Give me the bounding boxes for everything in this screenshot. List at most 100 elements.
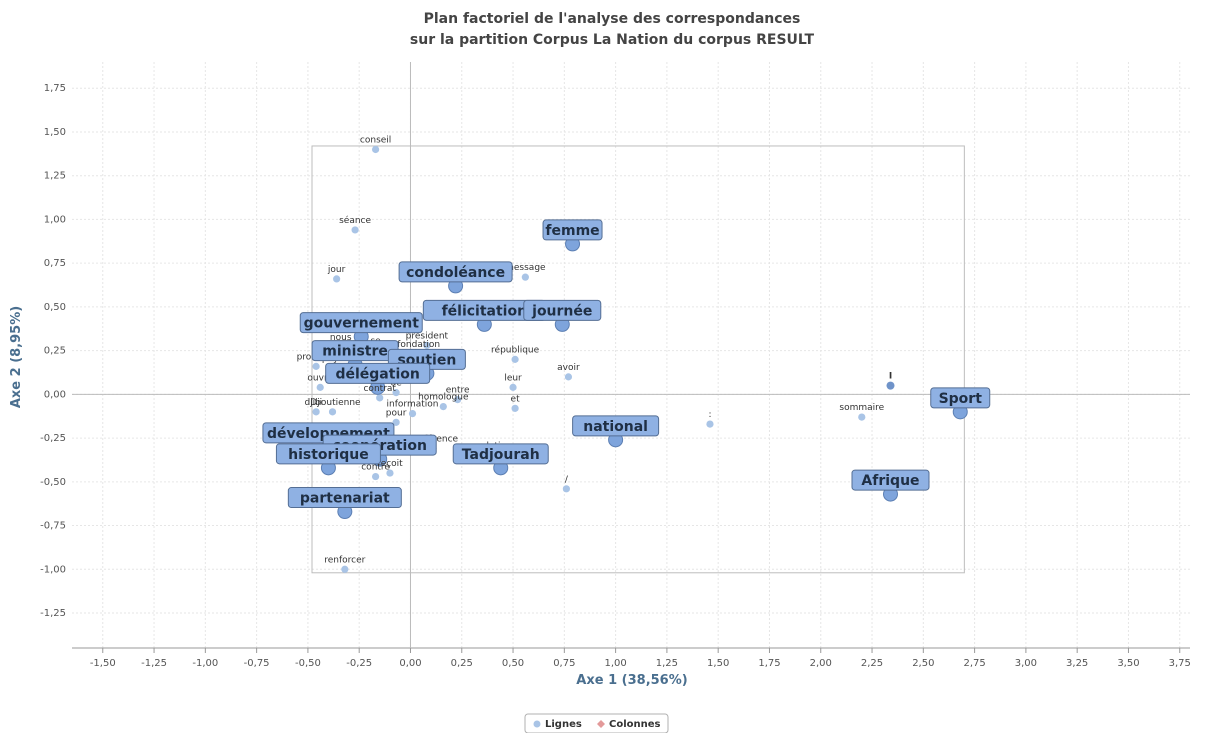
data-label: et (511, 394, 521, 404)
data-point[interactable] (312, 362, 320, 370)
major-data-label: national (583, 419, 648, 435)
x-tick-label: 2,75 (963, 658, 985, 669)
data-label: avoir (557, 363, 580, 373)
grid (72, 62, 1190, 648)
major-label-box (275, 443, 381, 465)
data-point[interactable] (316, 383, 324, 391)
x-tick-label: 2,00 (810, 658, 832, 669)
data-point[interactable] (562, 485, 570, 493)
y-tick-label: 1,25 (44, 171, 66, 182)
data-label: leur (504, 373, 522, 383)
data-label: fondation (397, 340, 440, 350)
y-tick-label: -0,75 (40, 521, 66, 532)
x-tick-label: 0,25 (451, 658, 473, 669)
data-point[interactable] (858, 413, 866, 421)
major-data-label: Afrique (861, 473, 919, 489)
major-data-label: journée (531, 303, 592, 319)
data-label: homologue (418, 393, 469, 403)
legend-marker-colonnes (597, 720, 605, 728)
x-tick-label: 3,00 (1015, 658, 1037, 669)
data-label: Dji (310, 398, 322, 408)
x-tick-label: -0,75 (244, 658, 270, 669)
major-label-box (398, 261, 513, 283)
data-point[interactable] (372, 145, 380, 154)
data-point[interactable] (341, 565, 349, 573)
data-point[interactable] (312, 408, 320, 416)
data-point[interactable] (386, 469, 394, 477)
major-label-box (851, 469, 930, 491)
x-tick-label: -0,25 (346, 658, 372, 669)
data-label: président (406, 330, 449, 341)
data-point[interactable] (372, 472, 380, 481)
y-tick-label: 0,50 (44, 302, 66, 313)
major-label-box (325, 362, 431, 384)
data-point[interactable] (511, 355, 519, 363)
x-tick-label: 2,50 (912, 658, 934, 669)
y-tick-label: 1,50 (44, 127, 66, 138)
data-label: message (505, 263, 546, 273)
data-label: djiboutienne (304, 398, 361, 408)
major-data-label: ministre (322, 344, 388, 360)
legend-marker-lignes (533, 720, 541, 728)
data-point[interactable] (511, 404, 519, 412)
y-tick-label: 0,25 (44, 346, 66, 357)
legend-label-colonnes[interactable]: Colonnes (609, 719, 661, 730)
x-tick-label: 3,50 (1117, 658, 1139, 669)
data-point[interactable] (392, 389, 400, 397)
data-labels: conseil séance jour message république avoir l… (262, 135, 991, 565)
data-point[interactable] (423, 341, 431, 349)
data-point[interactable] (454, 396, 462, 404)
data-label: contre (361, 463, 390, 473)
x-tick-label: -1,00 (192, 658, 218, 669)
axes: -1,50 -1,25 -1,00 -0,75 -0,50 -0,25 0,00 0,25 0,… (40, 62, 1191, 669)
major-label-box (287, 487, 402, 509)
data-point[interactable] (439, 403, 447, 411)
x-tick-label: 3,75 (1169, 658, 1191, 669)
major-label-box (572, 415, 660, 437)
data-point[interactable] (706, 420, 714, 428)
data-label: nous (330, 333, 352, 343)
legend-label-lignes[interactable]: Lignes (545, 719, 582, 730)
y-tick-label: -1,25 (40, 608, 66, 619)
major-data-label: félicitation (442, 303, 528, 319)
x-tick-label: 0,75 (553, 658, 575, 669)
y-axis-label: Axe 2 (8,95%) (9, 306, 24, 408)
data-point[interactable] (392, 418, 400, 426)
major-label-box (452, 443, 549, 465)
data-label: renforcer (324, 555, 365, 565)
data-label: reçoit (377, 459, 403, 469)
data-point[interactable] (408, 410, 417, 418)
data-label: contrat (363, 384, 396, 394)
legend-box (524, 713, 669, 733)
data-label: sommaire (839, 403, 884, 413)
chart-title-line-1: Plan factoriel de l'analyse des correspo… (424, 11, 801, 27)
data-point[interactable] (509, 383, 517, 391)
data-label: : (708, 410, 711, 420)
data-point[interactable] (333, 275, 341, 283)
y-tick-label: 1,00 (44, 214, 66, 225)
major-data-label: historique (288, 447, 369, 463)
major-data-label: condoléance (406, 265, 505, 281)
x-tick-label: 1,50 (707, 658, 729, 669)
x-tick-label: 0,50 (502, 658, 524, 669)
data-label: république (491, 344, 540, 355)
major-label-box (523, 299, 602, 321)
x-axis-label: Axe 1 (38,56%) (576, 673, 687, 688)
x-tick-label: 1,75 (758, 658, 780, 669)
data-point[interactable] (521, 273, 529, 281)
major-label-box (299, 312, 423, 334)
data-point[interactable] (886, 381, 895, 390)
x-tick-label: 1,00 (604, 658, 626, 669)
data-label: ouvre (307, 373, 333, 383)
major-label-box (542, 219, 603, 241)
data-label: / (565, 475, 569, 485)
data-point[interactable] (564, 373, 573, 381)
data-point[interactable] (328, 408, 337, 416)
chart-title-line-2: sur la partition Corpus La Nation du cor… (410, 32, 815, 48)
data-point[interactable] (376, 394, 384, 402)
legend[interactable]: Lignes Colonnes (524, 713, 669, 733)
data-point[interactable] (351, 226, 359, 234)
x-tick-label: 2,25 (861, 658, 883, 669)
data-label: séance (339, 215, 371, 226)
data-label: jour (327, 265, 346, 275)
